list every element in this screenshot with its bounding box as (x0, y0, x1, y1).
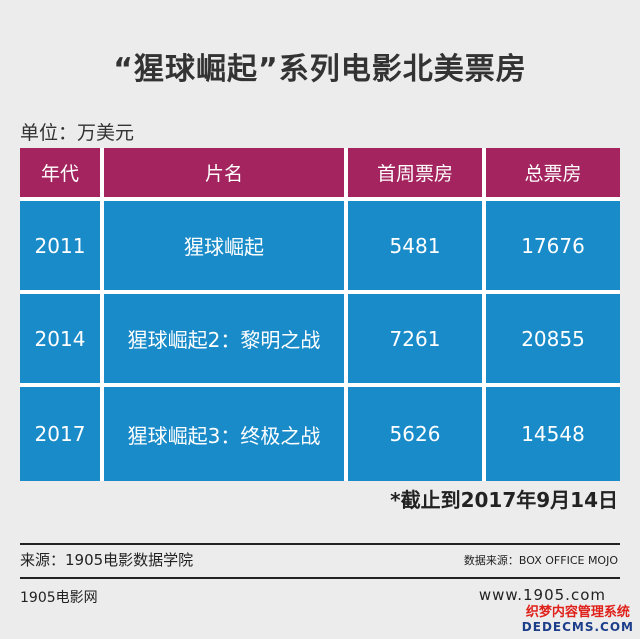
row1-year: 2011 (20, 201, 104, 294)
row3-total: 14548 (486, 387, 620, 481)
watermark-logo: 织梦内容管理系统 DEDECMS.COM (522, 605, 634, 635)
watermark-line1: 织梦内容管理系统 (525, 605, 630, 620)
page-title: “猩球崛起”系列电影北美票房 (113, 52, 527, 87)
row2-title: 猩球崛起2：黎明之战 (104, 294, 348, 387)
row2-opening: 7261 (348, 294, 486, 387)
source-label: 来源：1905电影数据学院 (20, 551, 194, 569)
row2-total: 20855 (486, 294, 620, 387)
header-year: 年代 (20, 148, 104, 201)
unit-label: 单位：万美元 (20, 122, 135, 144)
header-title: 片名 (104, 148, 348, 201)
row2-year: 2014 (20, 294, 104, 387)
date-note: *截止到2017年9月14日 (390, 488, 618, 512)
row3-year: 2017 (20, 387, 104, 481)
brand-url: www.1905.com (478, 586, 606, 604)
row1-title: 猩球崛起 (104, 201, 348, 294)
watermark-line2: DEDECMS.COM (521, 620, 634, 634)
divider-bottom (20, 577, 620, 579)
row3-title: 猩球崛起3：终极之战 (104, 387, 348, 481)
header-opening: 首周票房 (348, 148, 486, 201)
brand-name: 1905电影网 (20, 590, 98, 606)
data-source-label: 数据来源：BOX OFFICE MOJO (463, 554, 618, 567)
box-office-table: 年代 片名 首周票房 总票房 2011 猩球崛起 5481 17676 2014… (20, 148, 620, 481)
row3-opening: 5626 (348, 387, 486, 481)
header-total: 总票房 (486, 148, 620, 201)
row1-total: 17676 (486, 201, 620, 294)
divider-top (20, 543, 620, 545)
row1-opening: 5481 (348, 201, 486, 294)
